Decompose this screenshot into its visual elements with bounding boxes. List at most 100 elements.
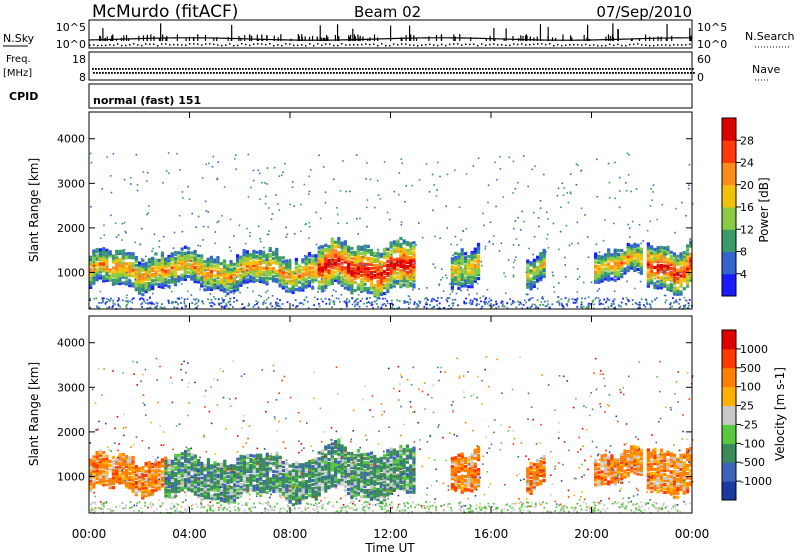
ground-scatter-cell	[610, 304, 613, 307]
scatter-cell	[636, 248, 639, 251]
scatter-cell	[438, 283, 441, 285]
heatmap-cell	[656, 284, 660, 288]
heatmap-cell	[105, 466, 109, 470]
heatmap-cell	[170, 266, 174, 270]
heatmap-cell	[656, 264, 660, 268]
scatter-cell	[235, 276, 238, 279]
heatmap-cell	[539, 263, 543, 268]
heatmap-cell	[389, 277, 393, 281]
heatmap-cell	[268, 248, 272, 253]
heatmap-cell	[121, 281, 125, 285]
nave-dot	[216, 72, 218, 74]
ground-scatter-cell	[562, 306, 565, 309]
heatmap-cell	[620, 254, 624, 259]
heatmap-cell	[666, 273, 670, 278]
heatmap-cell	[350, 283, 354, 287]
heatmap-cell	[535, 257, 540, 261]
freq-dot	[485, 68, 487, 70]
heatmap-cell	[229, 290, 233, 294]
freq-dot	[299, 68, 301, 70]
ground-scatter-cell	[161, 303, 163, 306]
heatmap-cell	[239, 277, 243, 281]
heatmap-cell	[259, 477, 263, 481]
scatter-cell	[648, 303, 651, 305]
ground-scatter-cell	[392, 304, 394, 306]
scatter-cell	[563, 187, 566, 189]
heatmap-cell	[672, 260, 677, 264]
ground-scatter-cell	[275, 304, 278, 307]
heatmap-cell	[539, 272, 543, 276]
scatter-cell	[106, 265, 108, 268]
heatmap-cell	[222, 279, 227, 283]
ground-scatter-cell	[582, 305, 585, 308]
scatter-cell	[681, 259, 683, 261]
scatter-cell	[280, 174, 283, 177]
heatmap-cell	[301, 282, 305, 286]
heatmap-cell	[89, 267, 93, 271]
heatmap-cell	[124, 459, 129, 463]
heatmap-cell	[115, 458, 119, 462]
scatter-cell	[337, 222, 340, 224]
heatmap-cell	[111, 471, 116, 476]
heatmap-cell	[144, 275, 148, 280]
ground-scatter-cell	[585, 306, 588, 309]
heatmap-cell	[603, 273, 608, 277]
heatmap-cell	[177, 481, 181, 485]
heatmap-cell	[144, 281, 148, 286]
heatmap-cell	[275, 251, 279, 256]
heatmap-cell	[193, 251, 197, 256]
heatmap-cell	[457, 276, 461, 280]
heatmap-cell	[134, 268, 138, 272]
heatmap-cell	[353, 256, 357, 261]
heatmap-cell	[278, 487, 282, 492]
heatmap-cell	[360, 267, 364, 271]
scatter-cell	[515, 256, 517, 258]
heatmap-cell	[607, 268, 611, 272]
heatmap-cell	[242, 275, 246, 279]
scatter-cell	[112, 152, 115, 155]
heatmap-cell	[473, 267, 477, 271]
scatter-cell	[180, 296, 183, 299]
scatter-cell	[263, 274, 265, 276]
heatmap-cell	[203, 280, 207, 284]
heatmap-cell	[141, 278, 145, 283]
scatter-cell	[631, 220, 634, 223]
heatmap-cell	[200, 475, 204, 480]
heatmap-cell	[180, 259, 184, 263]
scatter-cell	[545, 211, 548, 214]
heatmap-cell	[180, 253, 184, 257]
heatmap-cell	[95, 480, 99, 485]
heatmap-cell	[111, 461, 116, 466]
ground-scatter-cell	[472, 299, 474, 302]
heatmap-cell	[121, 477, 125, 481]
ground-scatter-cell	[528, 298, 531, 301]
heatmap-cell	[222, 259, 227, 263]
scatter-cell	[110, 191, 113, 194]
heatmap-cell	[470, 283, 474, 287]
heatmap-cell	[111, 473, 116, 478]
ground-scatter-cell	[522, 303, 525, 306]
scatter-cell	[184, 253, 186, 255]
heatmap-cell	[262, 486, 266, 490]
heatmap-cell	[95, 462, 99, 467]
heatmap-cell	[147, 275, 151, 280]
heatmap-cell	[252, 466, 256, 470]
scatter-cell	[269, 303, 272, 306]
scatter-cell	[308, 225, 311, 228]
heatmap-cell	[311, 262, 315, 266]
heatmap-cell	[399, 260, 403, 265]
heatmap-cell	[232, 494, 237, 498]
heatmap-cell	[252, 259, 256, 263]
freq-dot	[683, 68, 685, 70]
heatmap-cell	[268, 272, 272, 277]
heatmap-cell	[186, 246, 191, 251]
heatmap-cell	[102, 251, 106, 255]
heatmap-cell	[115, 263, 119, 267]
heatmap-cell	[141, 490, 145, 494]
heatmap-cell	[183, 482, 188, 486]
heatmap-cell	[409, 282, 413, 286]
heatmap-cell	[134, 282, 138, 286]
heatmap-cell	[141, 474, 145, 478]
ground-scatter-cell	[154, 306, 157, 309]
heatmap-cell	[298, 264, 302, 268]
